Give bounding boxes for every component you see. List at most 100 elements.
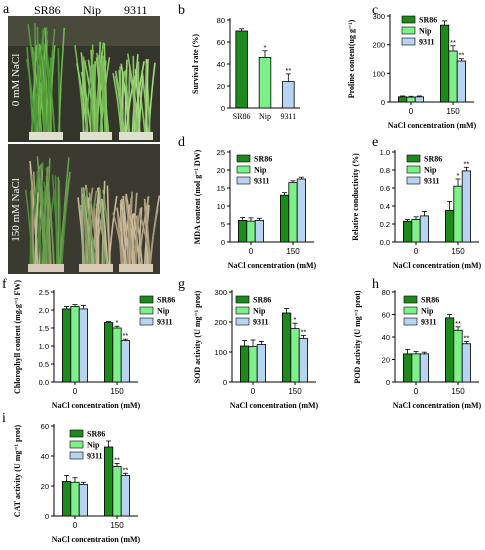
leaf <box>107 195 118 269</box>
y-tick-label: 200 <box>214 318 227 327</box>
bar <box>439 24 450 103</box>
leaf <box>144 62 148 137</box>
bar <box>453 185 463 243</box>
leaf <box>84 49 95 137</box>
legend-label: 9311 <box>87 452 103 461</box>
x-tick-label: 0 <box>251 387 256 396</box>
legend-swatch <box>401 26 416 35</box>
y-tick-label: 40 <box>41 452 49 461</box>
plant-base <box>29 132 63 140</box>
significance-label: ** <box>463 334 469 343</box>
legend-swatch <box>401 37 416 46</box>
legend-swatch <box>236 176 251 185</box>
x-axis-label: NaCl concentration (mM) <box>388 121 477 130</box>
chart-f: f 0.0 0.5 1.0 1.5 2.0 2.5 Chlorophyll content (… <box>2 277 175 410</box>
legend-label: SR86 <box>421 296 439 305</box>
x-tick-label: 0 <box>249 247 254 256</box>
bar <box>279 194 290 243</box>
bar <box>120 340 130 383</box>
panel-letter-d: d <box>178 135 185 150</box>
x-tick-label: 150 <box>288 387 302 396</box>
leaf <box>84 187 88 269</box>
panel-letter-i: i <box>2 411 6 426</box>
leaf <box>95 57 104 137</box>
legend-swatch <box>69 429 84 438</box>
leaf <box>127 197 132 269</box>
legend-swatch <box>69 451 84 460</box>
leaf <box>29 172 39 269</box>
y-tick-label: 1.0 <box>39 342 49 351</box>
leaf <box>120 198 128 269</box>
legend-label: 9311 <box>419 38 435 47</box>
bar <box>282 81 295 109</box>
panel-letter-h: h <box>372 277 379 292</box>
bar <box>78 484 88 517</box>
bar <box>419 215 430 243</box>
y-tick-label: 0 <box>381 98 385 107</box>
leaf <box>148 208 159 269</box>
variety-label-sr86: SR86 <box>34 3 61 17</box>
leaf <box>112 72 123 137</box>
leaf <box>137 196 150 269</box>
legend-swatch <box>235 306 250 315</box>
bar <box>414 96 425 103</box>
bar <box>235 30 248 109</box>
x-tick-label: 0 <box>73 521 78 530</box>
bar <box>298 338 309 383</box>
x-tick-label: 0 <box>409 107 414 116</box>
significance-label: * <box>294 315 297 324</box>
chart-d: d 0 5 10 15 20 25 MDA content (mol g⁻¹ DW) NaCl … <box>178 135 317 270</box>
bar <box>256 344 267 383</box>
bar <box>397 96 408 103</box>
y-tick-label: 100 <box>372 69 385 78</box>
leaf <box>45 175 51 269</box>
y-tick-label: 0.2 <box>380 220 390 229</box>
x-axis-label: NaCl concentration (mM) <box>393 401 482 410</box>
photo-150mm-plants <box>8 144 160 274</box>
bar <box>281 312 292 383</box>
bar <box>248 346 258 383</box>
y-tick-label: 0 <box>221 104 225 113</box>
x-tick-label: 9311 <box>280 112 296 121</box>
bar <box>62 308 72 383</box>
bar <box>448 50 458 103</box>
x-tick-label: 150 <box>446 107 460 116</box>
y-axis-label: Proline content(ug g⁻¹) <box>347 19 356 98</box>
plant-base <box>119 264 153 272</box>
legend-swatch <box>401 15 416 24</box>
legend-label: Nip <box>424 166 437 175</box>
leaf <box>99 68 106 137</box>
plant-base <box>28 264 64 272</box>
bar <box>402 220 413 243</box>
panel-letter-f: f <box>2 277 7 292</box>
bar <box>411 353 421 383</box>
leaf <box>40 58 47 137</box>
legend-label: 9311 <box>421 318 437 327</box>
legend-label: Nip <box>421 307 434 316</box>
y-axis-label: POD activity (U mg⁻¹ prot) <box>353 290 362 383</box>
significance-label: ** <box>122 465 128 474</box>
bar <box>258 57 272 109</box>
leaf <box>45 158 51 269</box>
leaf <box>95 207 99 269</box>
bar <box>461 343 472 383</box>
panel-letter-c: c <box>372 3 378 18</box>
y-tick-label: 0.8 <box>380 166 390 175</box>
legend-label: SR86 <box>424 155 442 164</box>
legend-swatch <box>403 306 418 315</box>
x-axis-label: NaCl concentration (mM) <box>228 261 317 270</box>
bar <box>70 305 80 383</box>
y-tick-label: 300 <box>372 12 385 21</box>
y-tick-label: 20 <box>217 82 225 91</box>
bar <box>444 317 455 383</box>
leaf <box>54 175 58 269</box>
leaf <box>116 212 123 269</box>
legend-label: Nip <box>87 441 100 450</box>
bar <box>112 466 122 517</box>
legend-swatch <box>403 317 418 326</box>
leaf <box>30 174 35 269</box>
leaf <box>93 55 105 137</box>
leaf <box>125 193 136 269</box>
significance-label: * <box>264 43 267 52</box>
legend-label: SR86 <box>254 155 272 164</box>
